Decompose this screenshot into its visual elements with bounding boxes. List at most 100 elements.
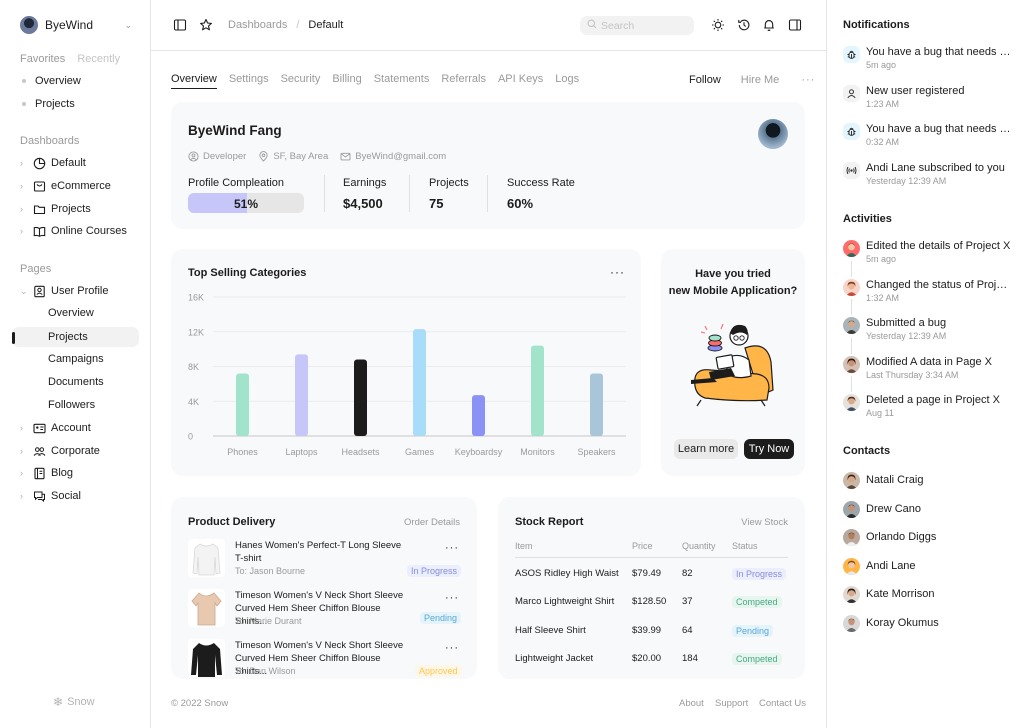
hire-me-button[interactable]: Hire Me	[740, 74, 780, 86]
stock-title: Stock Report	[515, 516, 584, 528]
top-selling-chart-card: Top Selling Categories ··· 0 4K 8K 12K 16K Ph…	[171, 249, 641, 476]
contact-name: Koray Okumus	[866, 617, 939, 629]
history-icon[interactable]	[737, 18, 751, 32]
contact-name: Drew Cano	[866, 503, 922, 515]
delivery-item[interactable]: Timeson Women's V Neck Short Sleeve Curv…	[188, 639, 468, 679]
sidebar-item-social[interactable]: › Social	[20, 486, 81, 506]
bar-speakers	[590, 373, 603, 436]
sidebar-subitem-projects[interactable]: Projects	[48, 331, 88, 343]
tab-referrals[interactable]: Referrals	[441, 73, 486, 85]
status-badge: In Progress	[732, 568, 787, 580]
search-input[interactable]	[601, 19, 691, 32]
sidebar-item-ecommerce[interactable]: › eCommerce	[20, 176, 111, 196]
sidebar-item-blog[interactable]: › Blog	[20, 463, 73, 483]
favorite-label: Projects	[35, 98, 75, 110]
delivery-item[interactable]: Timeson Women's V Neck Short Sleeve Curv…	[188, 589, 468, 631]
star-icon[interactable]	[199, 18, 213, 32]
view-stock-link[interactable]: View Stock	[741, 517, 788, 528]
earnings-value: $4,500	[343, 196, 383, 211]
sidebar-item-projects[interactable]: › Projects	[20, 199, 91, 219]
footer-contact-link[interactable]: Contact Us	[759, 698, 806, 709]
activity-time: 1:32 AM	[866, 293, 900, 303]
footer-support-link[interactable]: Support	[715, 698, 749, 709]
follow-button[interactable]: Follow	[689, 74, 721, 86]
notification-text: Andi Lane subscribed to you	[866, 162, 1005, 174]
notification-item[interactable]: New user registered 1:23 AM	[843, 85, 1013, 117]
tab-security[interactable]: Security	[280, 73, 321, 85]
profile-card: ByeWind Fang Developer SF, Bay Area ByeW…	[171, 102, 805, 229]
chevron-right-icon: ›	[20, 204, 23, 214]
sidebar-subitem-documents[interactable]: Documents	[48, 376, 104, 388]
x-tick-label: Keyboardsy	[455, 447, 503, 457]
tab-overview[interactable]: Overview	[171, 73, 217, 89]
breadcrumb-parent[interactable]: Dashboards	[228, 19, 288, 31]
contact-item[interactable]: Drew Cano	[843, 500, 921, 518]
favorite-item-overview[interactable]: Overview	[22, 75, 81, 87]
contact-item[interactable]: Orlando Diggs	[843, 528, 936, 546]
tab-statements[interactable]: Statements	[373, 73, 430, 85]
tab-settings[interactable]: Settings	[228, 73, 269, 85]
item-menu-icon[interactable]: ···	[445, 642, 459, 654]
contact-name: Natali Craig	[866, 474, 924, 486]
bullet-icon	[22, 79, 26, 83]
contact-name: Kate Morrison	[866, 588, 935, 600]
sidebar-toggle-icon[interactable]	[173, 18, 187, 32]
activity-item[interactable]: Submitted a bug Yesterday 12:39 AM	[843, 317, 1013, 349]
chart-menu-icon[interactable]: ···	[610, 265, 625, 279]
theme-toggle-icon[interactable]	[711, 18, 725, 32]
activity-item[interactable]: Edited the details of Project X 5m ago	[843, 240, 1013, 272]
y-tick-label: 16K	[188, 293, 204, 303]
activity-item[interactable]: Modified A data in Page X Last Thursday …	[843, 356, 1013, 388]
tab-logs[interactable]: Logs	[555, 73, 580, 85]
favorite-item-projects[interactable]: Projects	[22, 98, 75, 110]
learn-more-button[interactable]: Learn more	[674, 439, 738, 459]
tab-favorites[interactable]: Favorites	[20, 53, 66, 65]
contact-item[interactable]: Koray Okumus	[843, 614, 939, 632]
sidebar-subitem-followers[interactable]: Followers	[48, 399, 96, 411]
y-tick-label: 0	[188, 432, 193, 442]
tab-billing[interactable]: Billing	[332, 73, 362, 85]
x-tick-label: Headsets	[341, 447, 380, 457]
top-bar: Dashboards / Default	[151, 0, 826, 51]
sidebar-item-default[interactable]: › Default	[20, 153, 86, 173]
sidebar-item-account[interactable]: › Account	[20, 418, 91, 438]
item-menu-icon[interactable]: ···	[445, 592, 459, 604]
notification-item[interactable]: Andi Lane subscribed to you Yesterday 12…	[843, 162, 1013, 194]
cell-quantity: 64	[682, 625, 693, 636]
notification-item[interactable]: You have a bug that needs to be fixed. 5…	[843, 46, 1013, 78]
try-now-button[interactable]: Try Now	[744, 439, 794, 459]
status-badge: Pending	[420, 612, 462, 624]
chat-icon	[33, 490, 46, 503]
sidebar-item-label: Blog	[51, 467, 74, 479]
item-menu-icon[interactable]: ···	[445, 542, 459, 554]
brand-switcher[interactable]: ByeWind ⌄	[20, 16, 132, 34]
bell-icon[interactable]	[762, 18, 776, 32]
chevron-down-icon: ⌄	[20, 285, 28, 296]
user-icon	[843, 85, 860, 102]
activity-item[interactable]: Deleted a page in Project X Aug 11	[843, 394, 1013, 426]
sidebar-item-online-courses[interactable]: › Online Courses	[20, 221, 127, 241]
notification-item[interactable]: You have a bug that needs to be fixed. 0…	[843, 123, 1013, 155]
tab-api-keys[interactable]: API Keys	[497, 73, 544, 85]
sidebar-subitem-campaigns[interactable]: Campaigns	[48, 353, 104, 365]
more-options-icon[interactable]: ···	[801, 74, 816, 86]
right-panel-toggle-icon[interactable]	[788, 18, 802, 32]
sidebar-item-user-profile[interactable]: ⌄ User Profile	[20, 281, 108, 301]
order-details-link[interactable]: Order Details	[404, 517, 460, 528]
sidebar-subitem-overview[interactable]: Overview	[48, 307, 94, 319]
bar-chart: 0 4K 8K 12K 16K Phones Laptops Headsets Games Key…	[188, 293, 626, 457]
footer-about-link[interactable]: About	[679, 698, 704, 709]
stat-divider	[487, 175, 488, 212]
activity-text: Modified A data in Page X	[866, 356, 992, 368]
activity-item[interactable]: Changed the status of Project Y 1:32 AM	[843, 279, 1013, 311]
contact-item[interactable]: Kate Morrison	[843, 585, 934, 603]
bar-laptops	[295, 354, 308, 436]
search-box[interactable]	[580, 16, 694, 35]
contact-item[interactable]: Andi Lane	[843, 557, 916, 575]
sidebar-item-corporate[interactable]: › Corporate	[20, 441, 100, 461]
profile-location: SF, Bay Area	[273, 151, 329, 162]
snowflake-icon: ❄	[53, 695, 64, 709]
contact-item[interactable]: Natali Craig	[843, 471, 923, 489]
delivery-item[interactable]: Hanes Women's Perfect-T Long Sleeve T-sh…	[188, 539, 468, 581]
tab-recently[interactable]: Recently	[77, 53, 121, 65]
